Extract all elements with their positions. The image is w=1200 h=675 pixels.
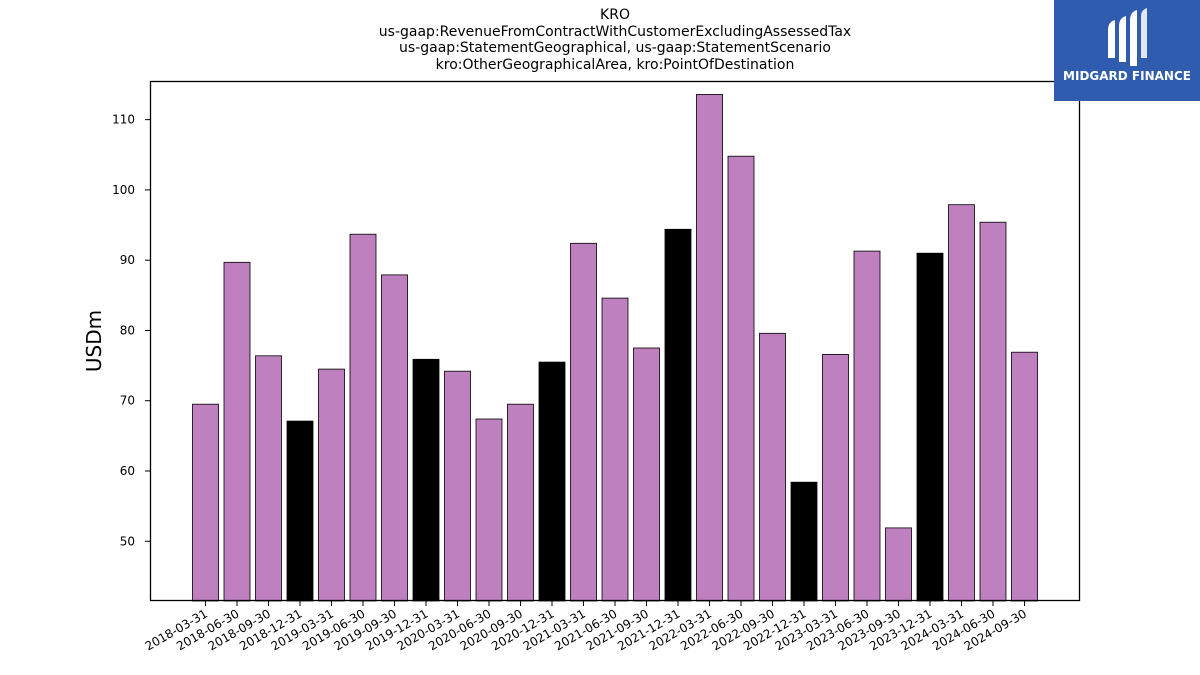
bar: [538, 361, 566, 602]
bar: [916, 252, 944, 602]
title-line: KRO: [600, 7, 630, 23]
bar: [696, 94, 723, 602]
brand-logo: MIDGARD FINANCE: [1054, 0, 1200, 101]
bar: [979, 221, 1007, 602]
bar: [853, 250, 881, 602]
y-tick-label: 90: [120, 253, 135, 267]
y-tick-label: 70: [120, 394, 135, 408]
bar: [948, 204, 975, 602]
bar: [475, 418, 503, 602]
y-tick-label: 110: [112, 113, 135, 127]
bar: [444, 370, 471, 602]
title-line: kro:OtherGeographicalArea, kro:PointOfDe…: [435, 56, 795, 73]
bar: [286, 420, 314, 602]
y-axis-label: USDm: [82, 310, 106, 372]
y-tick-label: 100: [112, 183, 135, 197]
logo-mark-icon: [1108, 8, 1147, 66]
bar: [727, 155, 755, 602]
bar: [381, 274, 408, 602]
bar: [570, 242, 597, 602]
bar: [633, 347, 660, 602]
bar: [664, 228, 692, 602]
bar: [1011, 351, 1038, 602]
bar: [349, 233, 377, 602]
bar: [318, 368, 345, 602]
title-line: us-gaap:RevenueFromContractWithCustomerE…: [378, 23, 852, 40]
bar: [223, 261, 251, 602]
plot-frame: [149, 80, 1081, 602]
bar: [885, 527, 912, 602]
bar: [601, 297, 629, 602]
bar: [192, 403, 219, 602]
chart-title: KRO us-gaap:RevenueFromContractWithCusto…: [215, 7, 1015, 73]
title-line: us-gaap:StatementGeographical, us-gaap:S…: [399, 40, 831, 56]
logo-text: MIDGARD FINANCE: [1063, 69, 1191, 83]
y-tick-label: 50: [120, 534, 135, 548]
bar: [790, 481, 818, 602]
y-tick-label: 80: [120, 323, 135, 337]
y-tick-label: 60: [120, 464, 135, 478]
bar: [255, 355, 282, 602]
bar: [507, 403, 534, 602]
bar: [412, 358, 440, 602]
bar: [822, 353, 849, 602]
bar: [759, 332, 786, 602]
